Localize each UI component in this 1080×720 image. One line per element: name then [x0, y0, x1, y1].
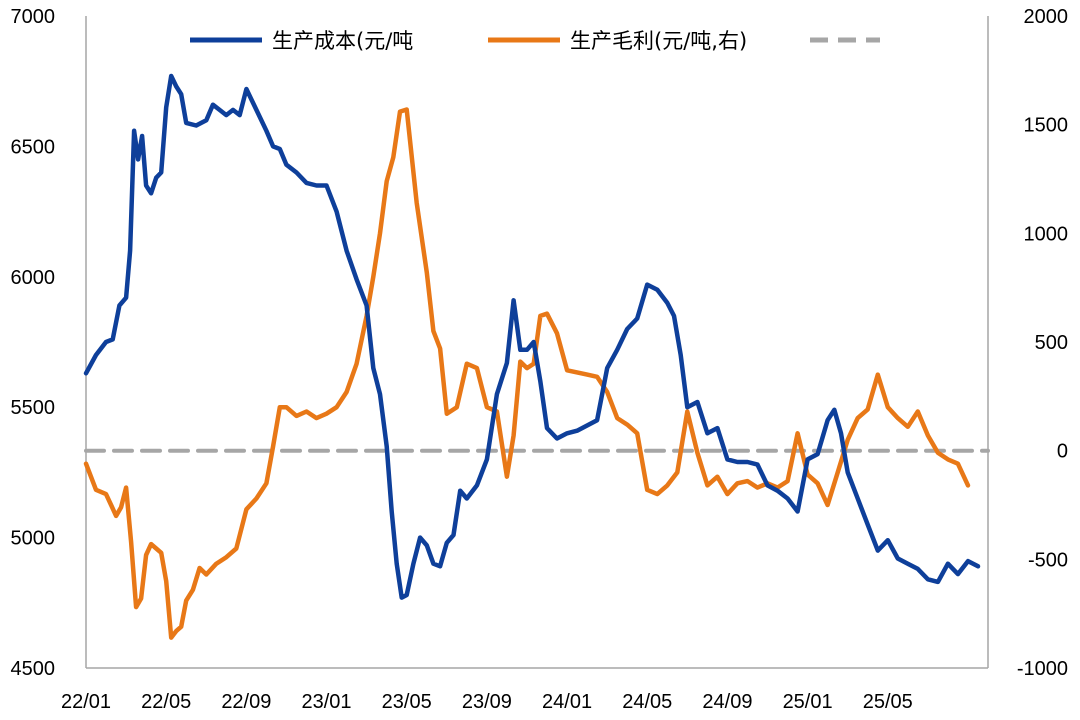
x-tick-label: 22/09 [221, 691, 271, 713]
right-tick-label: 2000 [1024, 6, 1069, 28]
right-tick-label: 500 [1035, 332, 1068, 354]
right-tick-label: -500 [1028, 549, 1068, 571]
x-tick-label: 24/01 [542, 691, 592, 713]
left-tick-label: 6000 [11, 267, 56, 289]
right-tick-label: -1000 [1017, 658, 1068, 680]
series-line-cost [83, 73, 981, 600]
series-layer [83, 73, 990, 640]
left-tick-label: 5500 [11, 397, 56, 419]
x-tick-label: 23/01 [302, 691, 352, 713]
x-tick-label: 22/05 [141, 691, 191, 713]
left-tick-label: 7000 [11, 6, 56, 28]
left-tick-label: 5000 [11, 528, 56, 550]
x-tick-label: 25/01 [783, 691, 833, 713]
right-axis-ticks: -1000 -500 0 500 1000 1500 2000 [1017, 6, 1068, 680]
right-tick-label: 1000 [1024, 223, 1069, 245]
series-line-margin [83, 107, 971, 640]
right-tick-label: 1500 [1024, 115, 1069, 137]
left-tick-label: 6500 [11, 136, 56, 158]
x-tick-label: 24/09 [702, 691, 752, 713]
x-tick-label: 24/05 [622, 691, 672, 713]
legend-label-margin: 生产毛利(元/吨,右) [570, 29, 747, 53]
left-tick-label: 4500 [11, 658, 56, 680]
axes [85, 16, 989, 669]
legend-label-cost: 生产成本(元/吨 [272, 29, 413, 53]
x-tick-label: 23/09 [462, 691, 512, 713]
right-tick-label: 0 [1057, 441, 1068, 463]
legend: 生产成本(元/吨 生产毛利(元/吨,右) [190, 29, 880, 53]
x-axis-ticks: 22/01 22/05 22/09 23/01 23/05 23/09 24/01 24/05… [61, 691, 913, 713]
x-tick-label: 25/05 [863, 691, 913, 713]
x-tick-label: 22/01 [61, 691, 111, 713]
left-axis-ticks: 4500 5000 5500 6000 6500 7000 [11, 6, 56, 680]
x-tick-label: 23/05 [382, 691, 432, 713]
